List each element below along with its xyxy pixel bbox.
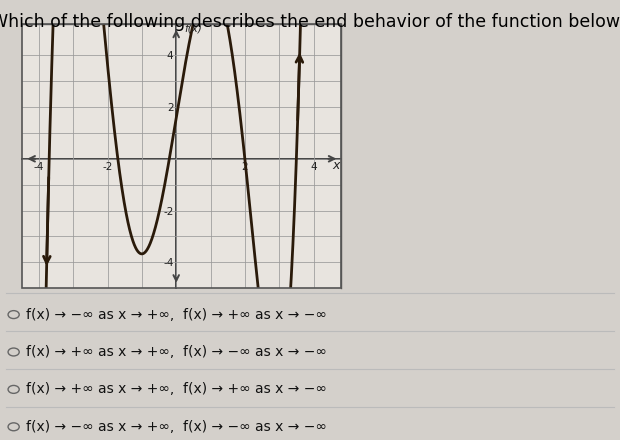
Text: f(x) → +∞ as x → +∞,  f(x) → −∞ as x → −∞: f(x) → +∞ as x → +∞, f(x) → −∞ as x → −∞ [26,345,327,359]
Text: x: x [332,159,340,172]
Text: f(x): f(x) [185,23,203,33]
Text: Which of the following describes the end behavior of the function below?: Which of the following describes the end… [0,13,620,31]
Text: f(x) → −∞ as x → +∞,  f(x) → −∞ as x → −∞: f(x) → −∞ as x → +∞, f(x) → −∞ as x → −∞ [26,420,327,434]
Text: f(x) → +∞ as x → +∞,  f(x) → +∞ as x → −∞: f(x) → +∞ as x → +∞, f(x) → +∞ as x → −∞ [26,382,327,396]
Text: f(x) → −∞ as x → +∞,  f(x) → +∞ as x → −∞: f(x) → −∞ as x → +∞, f(x) → +∞ as x → −∞ [26,308,327,322]
